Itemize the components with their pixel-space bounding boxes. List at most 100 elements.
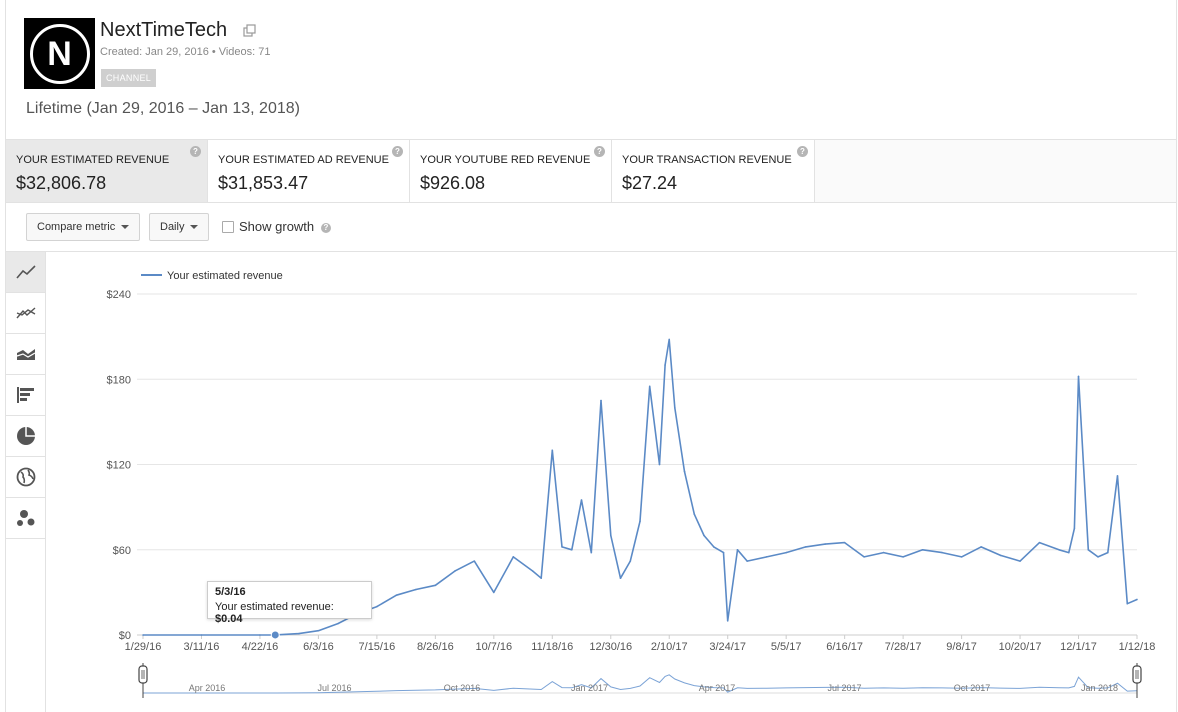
tab-estimated-revenue[interactable]: YOUR ESTIMATED REVENUE $32,806.78 ? [6,140,208,202]
data-point [540,577,542,579]
data-point [395,594,398,597]
series-line-estimated-revenue [143,338,1138,636]
metric-value: $27.24 [622,173,678,193]
data-point [337,622,339,625]
data-point [765,556,768,558]
date-range-label[interactable]: Lifetime (Jan 29, 2016 – Jan 13, 2018) [26,100,300,117]
data-point [142,634,144,636]
tab-youtube-red-revenue[interactable]: YOUR YOUTUBE RED REVENUE $926.08 ? [410,140,612,202]
data-point [863,556,865,558]
metric-tabs: YOUR ESTIMATED REVENUE $32,806.78 ? YOUR… [6,139,1176,203]
compare-metric-label: Compare metric [37,221,116,233]
stacked-area-chart-icon [16,349,35,360]
data-point [824,543,826,545]
navigator-tick-label: Jul 2016 [317,683,351,693]
chart-type-sidebar [6,252,46,712]
data-point [999,554,1002,557]
x-tick-label: 11/18/16 [531,641,573,653]
revenue-chart[interactable]: $0 $60 $120 $180 $240 1/29/16 3/11/16 4/22/16 6/… [47,253,1175,712]
data-point [722,551,725,554]
stacked-area-chart-button[interactable] [6,334,45,375]
data-point [1097,556,1099,558]
data-point [1116,475,1119,477]
data-point [1087,548,1090,551]
data-point [512,556,515,558]
data-point [1038,541,1041,544]
data-point [804,546,807,548]
help-icon[interactable]: ? [392,146,403,157]
channel-badge: CHANNEL [101,69,157,87]
x-tick-label: 8/26/16 [417,641,454,653]
data-point [551,449,554,452]
data-point [493,591,495,594]
data-point [590,551,593,554]
bubble-chart-button[interactable] [6,498,45,539]
data-point [619,577,622,579]
pie-chart-button[interactable] [6,416,45,457]
data-point [415,588,417,591]
tab-estimated-ad-revenue[interactable]: YOUR ESTIMATED AD REVENUE $31,853.47 ? [208,140,410,202]
show-growth-label[interactable]: Show growth [239,219,315,234]
channel-avatar[interactable]: N [24,18,95,89]
video-count: Videos: 71 [218,46,271,58]
data-point [1067,551,1070,554]
help-icon[interactable]: ? [797,146,808,157]
navigator-handle-right[interactable] [1132,663,1142,698]
external-link-icon[interactable] [243,24,256,37]
help-icon[interactable]: ? [594,146,605,157]
navigator-tick-label: Jul 2017 [827,683,861,693]
navigator-tick-label: Jan 2018 [1081,683,1118,693]
x-tick-label: 1/29/16 [125,641,162,653]
navigator-tick-label: Apr 2017 [699,683,736,693]
hovered-data-point [270,630,280,640]
tooltip-date: 5/3/16 [215,586,246,598]
navigator-tick-label: Jan 2017 [571,683,608,693]
data-point [658,463,661,466]
help-icon[interactable]: ? [190,146,201,157]
x-tick-label: 12/30/16 [589,641,632,653]
data-point [693,513,696,516]
data-point [736,548,739,551]
compare-metric-dropdown[interactable]: Compare metric [26,213,141,241]
data-point [785,551,787,554]
tab-transaction-revenue[interactable]: YOUR TRANSACTION REVENUE $27.24 ? [612,140,815,202]
data-point [561,546,563,548]
data-point [609,534,612,537]
data-point [1136,598,1138,601]
report-panel [5,0,1177,712]
chart-canvas: $0 $60 $120 $180 $240 1/29/16 3/11/16 4/22/16 6/… [107,270,1156,698]
channel-meta: Created: Jan 29, 2016 • Videos: 71 [100,46,271,58]
bar-chart-button[interactable] [6,375,45,416]
data-point [882,551,885,554]
help-icon[interactable]: ? [321,223,331,233]
x-tick-label: 10/20/17 [999,641,1042,653]
show-growth-checkbox[interactable] [222,221,234,233]
chevron-down-icon [190,225,199,229]
data-point [639,520,641,523]
data-point [1106,551,1109,554]
line-chart-button[interactable] [6,252,45,293]
data-point [648,385,651,388]
navigator-tick-label: Apr 2016 [189,683,226,693]
x-tick-label: 12/1/17 [1060,641,1097,653]
data-point [1019,560,1021,562]
navigator-tick-label: Oct 2017 [954,683,991,693]
x-tick-label: 6/3/16 [303,641,334,653]
channel-name[interactable]: NextTimeTech [100,19,228,41]
metric-label: YOUR ESTIMATED AD REVENUE [218,154,389,166]
x-tick-label: 10/7/16 [475,641,512,653]
x-tick-label: 3/11/16 [184,641,220,653]
x-tick-label: 4/22/16 [242,641,279,653]
x-tick-label: 5/5/17 [771,641,802,653]
y-tick-label: $60 [113,545,131,557]
data-point [674,406,676,409]
x-tick-label: 1/12/18 [1119,641,1156,653]
granularity-dropdown[interactable]: Daily [149,213,210,241]
map-chart-button[interactable] [6,457,45,498]
navigator-handle-left[interactable] [138,663,148,698]
data-point [1077,375,1080,378]
multi-line-chart-button[interactable] [6,293,45,334]
metric-label: YOUR ESTIMATED REVENUE [16,154,170,166]
chart-controls: Compare metric Daily Show growth ? [6,203,1176,252]
